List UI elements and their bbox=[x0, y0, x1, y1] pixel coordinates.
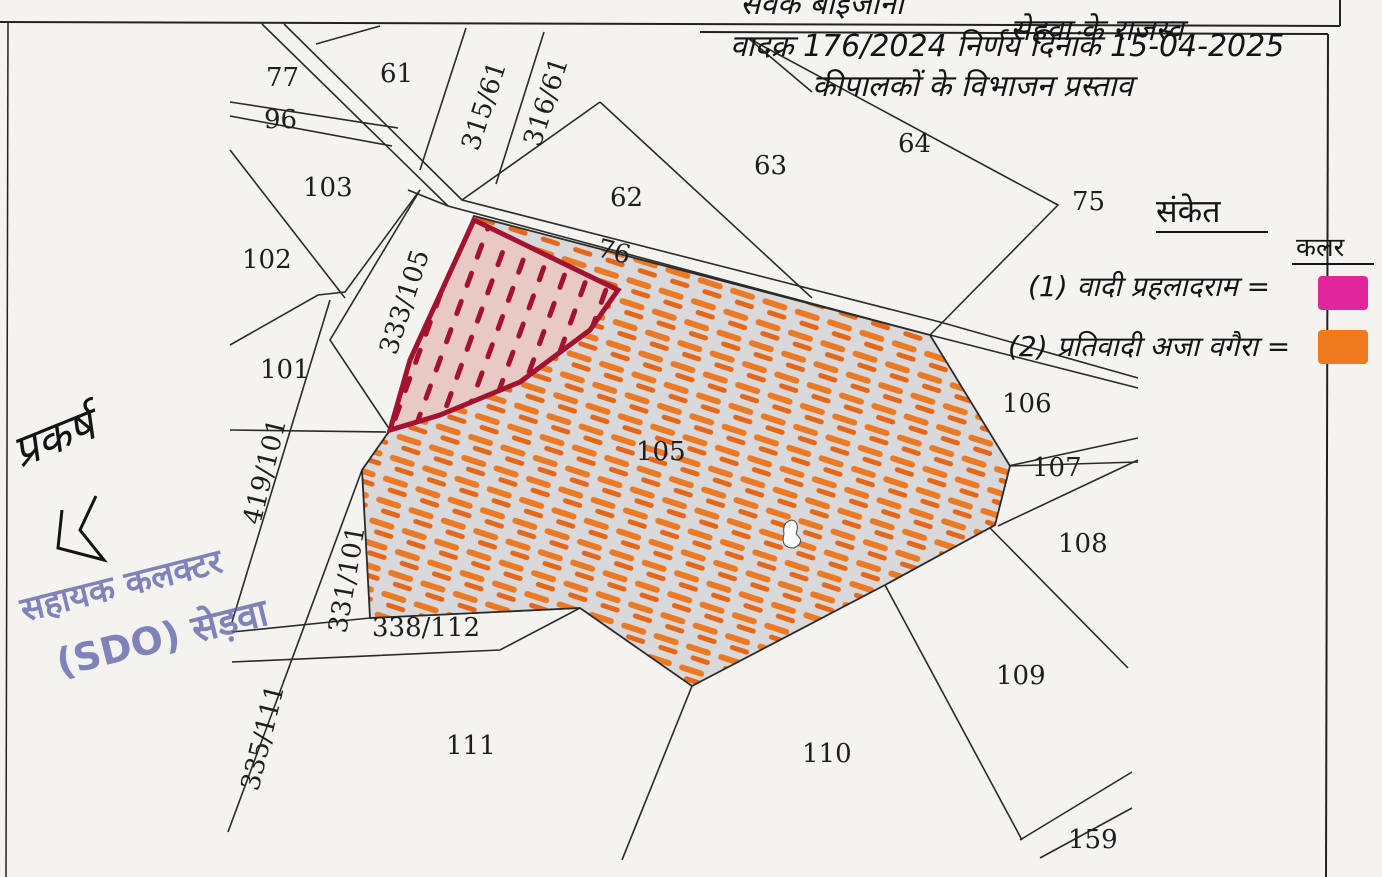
plot-label-108: 108 bbox=[1058, 529, 1108, 559]
plot-label-106: 106 bbox=[1002, 389, 1052, 419]
plot-boundaries bbox=[227, 23, 1139, 861]
signature: प्रकर्ष bbox=[5, 395, 112, 563]
legend-item-defendant: (2) प्रतिवादी अजा वगैरा = bbox=[1008, 330, 1290, 363]
header-line-2: वादक्र 176/2024 निर्णय दिनांक 15-04-2025 bbox=[730, 29, 1284, 64]
legend-swatch-plaintiff bbox=[1318, 276, 1368, 310]
signature-text: प्रकर्ष bbox=[5, 395, 112, 478]
plot-label-109: 109 bbox=[996, 661, 1046, 691]
plot-label-315-61: 315/61 bbox=[456, 58, 513, 154]
plot-label-101: 101 bbox=[260, 355, 310, 385]
plot-label-103: 103 bbox=[303, 173, 353, 203]
plot-label-102: 102 bbox=[242, 245, 292, 275]
plot-label-419-101: 419/101 bbox=[238, 416, 293, 528]
page-frame bbox=[0, 0, 1341, 877]
plot-label-62: 62 bbox=[610, 183, 643, 213]
plot-label-96: 96 bbox=[264, 105, 297, 135]
legend-swatch-defendant bbox=[1318, 330, 1368, 364]
sdo-stamp: सहायक कलक्टर (SDO) सेड़वा bbox=[15, 541, 273, 685]
plot-label-159: 159 bbox=[1068, 825, 1118, 855]
header-line-4: कीपालकों के विभाजन प्रस्ताव bbox=[812, 69, 1138, 104]
legend-color-heading: कलर bbox=[1296, 233, 1346, 263]
plot-label-77: 77 bbox=[266, 63, 299, 93]
well-marker bbox=[782, 519, 801, 549]
legend-title: संकेत bbox=[1156, 192, 1221, 230]
plot-label-64: 64 bbox=[898, 129, 931, 159]
plot-label-61: 61 bbox=[380, 59, 413, 89]
plot-label-107: 107 bbox=[1032, 453, 1082, 483]
plot-label-338-112: 338/112 bbox=[372, 613, 480, 643]
plaintiff-area bbox=[386, 216, 622, 434]
legend-item-plaintiff: (1) वादी प्रहलादराम = bbox=[1028, 270, 1270, 303]
header-line-3: सेहवा के राजस्व bbox=[1010, 13, 1189, 48]
legend: संकेत कलर (1) वादी प्रहलादराम = (2) प्रत… bbox=[1008, 192, 1374, 364]
plot-label-111: 111 bbox=[446, 731, 496, 761]
plot-label-110: 110 bbox=[802, 739, 852, 769]
plot-label-75: 75 bbox=[1072, 187, 1105, 217]
plot-label-335-111: 335/111 bbox=[236, 682, 291, 794]
plot-label-316-61: 316/61 bbox=[518, 54, 575, 150]
plot-label-105: 105 bbox=[636, 437, 686, 467]
plot-label-63: 63 bbox=[754, 151, 787, 181]
header-line-1: सेवक बाईजानी bbox=[740, 0, 909, 22]
handwritten-header: सेवक बाईजानी वादक्र 176/2024 निर्णय दिना… bbox=[730, 0, 1284, 104]
